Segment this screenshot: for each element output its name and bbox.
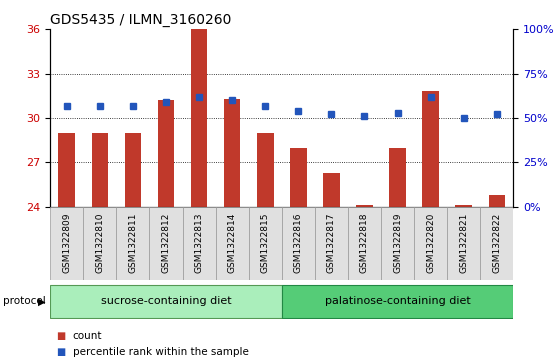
FancyBboxPatch shape <box>480 207 513 280</box>
FancyBboxPatch shape <box>381 207 414 280</box>
Bar <box>257 133 273 207</box>
Bar <box>224 99 240 207</box>
Text: GSM1322822: GSM1322822 <box>492 213 501 273</box>
Bar <box>92 133 108 207</box>
Text: percentile rank within the sample: percentile rank within the sample <box>73 347 248 357</box>
Text: protocol: protocol <box>3 296 46 306</box>
Bar <box>59 133 75 207</box>
Text: ▶: ▶ <box>38 296 45 306</box>
FancyBboxPatch shape <box>414 207 447 280</box>
Text: GSM1322813: GSM1322813 <box>195 213 204 273</box>
Text: GSM1322816: GSM1322816 <box>294 213 303 273</box>
Text: GSM1322821: GSM1322821 <box>459 213 468 273</box>
FancyBboxPatch shape <box>117 207 150 280</box>
Text: GSM1322812: GSM1322812 <box>161 213 171 273</box>
Bar <box>489 195 505 207</box>
Text: GSM1322811: GSM1322811 <box>128 213 137 273</box>
Text: GSM1322810: GSM1322810 <box>95 213 104 273</box>
FancyBboxPatch shape <box>282 207 315 280</box>
Text: palatinose-containing diet: palatinose-containing diet <box>325 296 470 306</box>
FancyBboxPatch shape <box>447 207 480 280</box>
Text: ■: ■ <box>56 331 65 341</box>
Bar <box>356 205 373 207</box>
Bar <box>124 133 141 207</box>
Text: GSM1322818: GSM1322818 <box>360 213 369 273</box>
Text: GSM1322814: GSM1322814 <box>228 213 237 273</box>
Text: GSM1322819: GSM1322819 <box>393 213 402 273</box>
FancyBboxPatch shape <box>50 207 83 280</box>
FancyBboxPatch shape <box>315 207 348 280</box>
FancyBboxPatch shape <box>83 207 117 280</box>
FancyBboxPatch shape <box>249 207 282 280</box>
FancyBboxPatch shape <box>150 207 182 280</box>
Text: count: count <box>73 331 102 341</box>
Bar <box>422 91 439 207</box>
Bar <box>323 173 340 207</box>
Bar <box>191 29 208 207</box>
Bar <box>290 148 306 207</box>
Bar <box>158 100 174 207</box>
FancyBboxPatch shape <box>50 285 282 318</box>
Bar <box>389 148 406 207</box>
Text: GSM1322809: GSM1322809 <box>62 213 71 273</box>
Text: GSM1322817: GSM1322817 <box>327 213 336 273</box>
Text: sucrose-containing diet: sucrose-containing diet <box>100 296 232 306</box>
Text: GSM1322820: GSM1322820 <box>426 213 435 273</box>
FancyBboxPatch shape <box>282 285 513 318</box>
Text: GDS5435 / ILMN_3160260: GDS5435 / ILMN_3160260 <box>50 13 232 26</box>
FancyBboxPatch shape <box>215 207 249 280</box>
FancyBboxPatch shape <box>348 207 381 280</box>
FancyBboxPatch shape <box>182 207 215 280</box>
Text: GSM1322815: GSM1322815 <box>261 213 270 273</box>
Text: ■: ■ <box>56 347 65 357</box>
Bar <box>455 205 472 207</box>
